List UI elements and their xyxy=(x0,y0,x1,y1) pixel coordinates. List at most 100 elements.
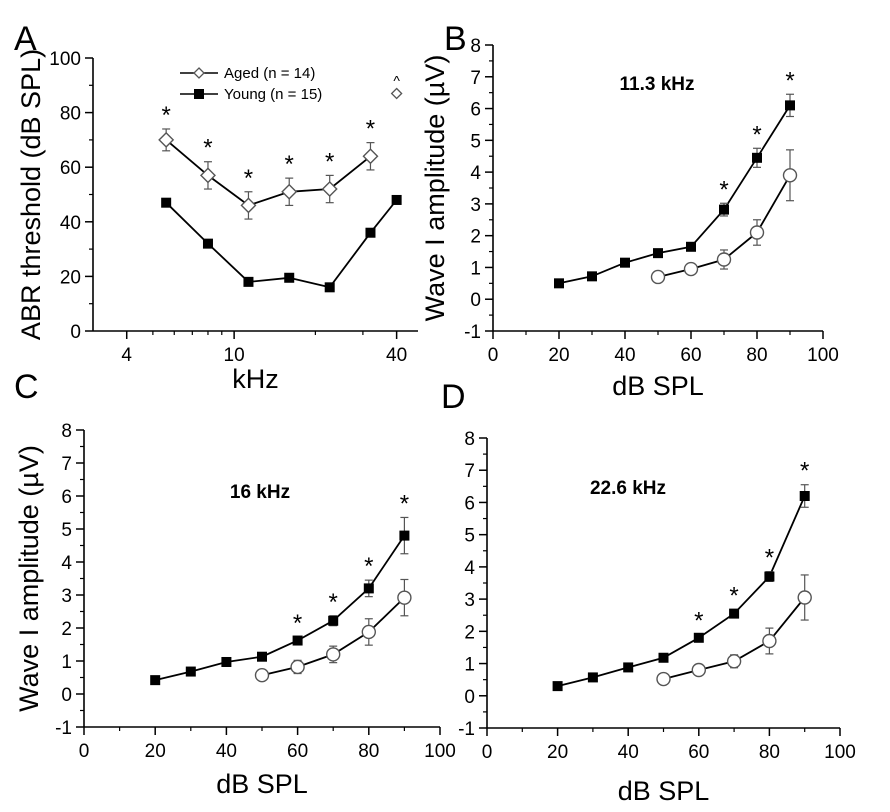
x-tick-label: 80 xyxy=(759,742,780,763)
x-tick-label: 0 xyxy=(488,345,499,366)
significance-star: * xyxy=(293,610,302,637)
y-tick-label: 80 xyxy=(60,104,81,125)
x-axis-label: dB SPL xyxy=(216,769,308,799)
y-tick-label: 3 xyxy=(470,195,481,216)
data-point-young xyxy=(284,272,295,283)
y-tick-label: 0 xyxy=(464,687,475,708)
significance-star: * xyxy=(203,135,212,162)
data-point-aged xyxy=(683,261,699,277)
data-point-aged xyxy=(321,181,338,198)
significance-star: * xyxy=(325,148,334,175)
legend: Aged (n = 14) Young (n = 15) xyxy=(180,65,322,103)
x-tick-label: 100 xyxy=(807,345,839,366)
x-tick-label: 0 xyxy=(79,741,90,762)
x-tick-label: 0 xyxy=(482,742,493,763)
data-point-young xyxy=(658,652,669,663)
y-tick-label: 1 xyxy=(61,652,72,673)
series-line xyxy=(165,139,372,207)
y-tick-label: 0 xyxy=(61,685,72,706)
data-point-aged xyxy=(762,633,777,649)
data-point-aged xyxy=(782,168,798,183)
x-tick-label: 80 xyxy=(358,741,379,762)
y-tick-label: 7 xyxy=(61,454,72,475)
y-tick-label: 60 xyxy=(60,158,81,179)
data-point-aged xyxy=(326,647,341,662)
data-point-young xyxy=(653,248,663,259)
y-axis-label: Wave I amplitude (µV) xyxy=(14,445,44,712)
x-tick-label: 40 xyxy=(614,345,635,366)
x-tick-label: 40 xyxy=(386,345,407,366)
panel-a: 0 20 40 60 80 100 4 10 40 kHz ABR threshold (dB SP… xyxy=(14,20,418,394)
series-line xyxy=(154,535,406,681)
y-tick-label: -1 xyxy=(55,718,72,739)
y-tick-label: 2 xyxy=(61,619,72,640)
x-axis-label: dB SPL xyxy=(618,776,710,806)
significance-star: * xyxy=(785,67,794,94)
x-tick-label: 100 xyxy=(424,741,456,762)
data-point-aged xyxy=(716,252,732,267)
y-axis-label: Wave I amplitude (µV) xyxy=(420,55,450,322)
y-tick-label: 7 xyxy=(464,461,475,482)
data-point-young xyxy=(752,152,762,163)
legend-marker-aged xyxy=(193,67,205,79)
y-tick-label: 3 xyxy=(61,586,72,607)
data-point-aged xyxy=(361,624,376,640)
legend-label-young: Young (n = 15) xyxy=(224,86,322,103)
panel-letter: C xyxy=(14,368,39,406)
y-tick-label: 100 xyxy=(49,49,81,70)
y-tick-label: 5 xyxy=(464,526,475,547)
y-tick-label: 6 xyxy=(470,100,481,121)
data-point-young xyxy=(623,662,634,673)
significance-star: * xyxy=(694,608,703,635)
significance-star: * xyxy=(366,116,375,143)
y-tick-label: 1 xyxy=(470,258,481,279)
data-point-young xyxy=(620,257,630,268)
data-point-young xyxy=(185,666,196,677)
data-point-aged xyxy=(656,671,671,687)
y-tick-label: 3 xyxy=(464,590,475,611)
data-point-young xyxy=(764,571,775,582)
data-point-young xyxy=(729,608,740,619)
y-tick-label: 1 xyxy=(464,655,475,676)
data-point-young xyxy=(587,271,597,282)
y-tick-label: 2 xyxy=(470,227,481,248)
significance-star: * xyxy=(329,589,338,616)
data-point-aged xyxy=(240,197,257,214)
x-tick-label: 4 xyxy=(121,345,132,366)
data-point-young xyxy=(799,491,810,501)
data-point-aged xyxy=(797,590,812,605)
significance-star: * xyxy=(800,458,809,485)
frequency-label: 16 kHz xyxy=(230,482,290,503)
significance-star: * xyxy=(729,583,738,610)
y-tick-label: 7 xyxy=(470,68,481,89)
data-point-young xyxy=(693,632,704,643)
data-point-young xyxy=(686,241,696,252)
significance-star: * xyxy=(161,102,170,129)
y-tick-label: 20 xyxy=(60,267,81,288)
y-tick-label: 2 xyxy=(464,622,475,643)
y-tick-label: 40 xyxy=(60,213,81,234)
x-tick-label: 10 xyxy=(224,345,245,366)
significance-star: * xyxy=(244,165,253,192)
y-tick-label: -1 xyxy=(458,719,475,740)
x-axis-label: dB SPL xyxy=(612,371,704,401)
y-tick-label: 0 xyxy=(470,290,481,311)
y-tick-label: 0 xyxy=(70,322,81,343)
data-point-young xyxy=(554,278,564,289)
significance-star: * xyxy=(364,553,373,580)
x-tick-label: 100 xyxy=(824,742,856,763)
data-point-aged xyxy=(749,225,765,240)
x-tick-label: 60 xyxy=(688,742,709,763)
significance-star: * xyxy=(752,121,761,148)
data-point-aged xyxy=(726,654,742,669)
data-point-aged-outlier xyxy=(390,87,403,100)
outlier-label: ^ xyxy=(393,72,400,88)
data-point-young xyxy=(324,282,335,293)
series-line xyxy=(558,104,791,285)
y-tick-label: -1 xyxy=(464,322,481,343)
significance-star: * xyxy=(765,545,774,572)
significance-star: * xyxy=(400,490,409,517)
